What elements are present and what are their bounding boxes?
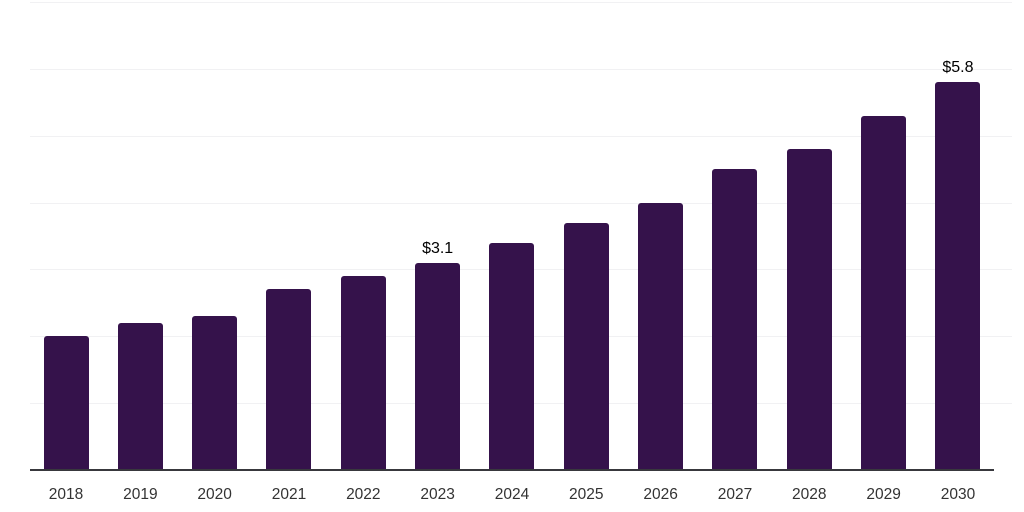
x-tick-label: 2018 — [48, 486, 84, 503]
x-tick-label: 2026 — [643, 486, 678, 503]
x-axis-line — [30, 469, 994, 471]
gridline — [30, 202, 1012, 204]
data-label-2023: $3.1 — [422, 239, 454, 257]
x-tick-label: 2020 — [197, 486, 232, 503]
bar-2021[interactable] — [266, 289, 312, 470]
bar-2020[interactable] — [192, 316, 238, 470]
bar-2028[interactable] — [786, 149, 832, 470]
bar-2027[interactable] — [712, 169, 758, 470]
bar-2024[interactable] — [489, 242, 535, 470]
x-tick-label: 2028 — [792, 486, 827, 503]
bar-2025[interactable] — [563, 222, 609, 470]
bar-2030[interactable] — [935, 82, 981, 470]
bar-2023[interactable] — [415, 262, 461, 470]
x-tick-label: 2027 — [717, 486, 753, 503]
x-tick-label: 2030 — [940, 486, 976, 503]
gridline — [30, 135, 1012, 137]
x-tick-label: 2024 — [494, 486, 530, 503]
bar-2018[interactable] — [43, 336, 89, 470]
data-label-2030: $5.8 — [942, 59, 974, 77]
bar-2029[interactable] — [861, 115, 907, 470]
x-tick-label: 2025 — [569, 486, 604, 503]
bar-2019[interactable] — [117, 322, 163, 470]
x-tick-label: 2021 — [271, 486, 307, 503]
gridline — [30, 68, 1012, 70]
gridline — [30, 2, 1012, 3]
x-tick-label: 2023 — [420, 486, 455, 503]
x-tick-label: 2019 — [123, 486, 158, 503]
bar-2022[interactable] — [340, 276, 386, 470]
x-tick-label: 2029 — [866, 486, 901, 503]
bar-2026[interactable] — [638, 202, 684, 470]
x-tick-label: 2022 — [346, 486, 381, 503]
